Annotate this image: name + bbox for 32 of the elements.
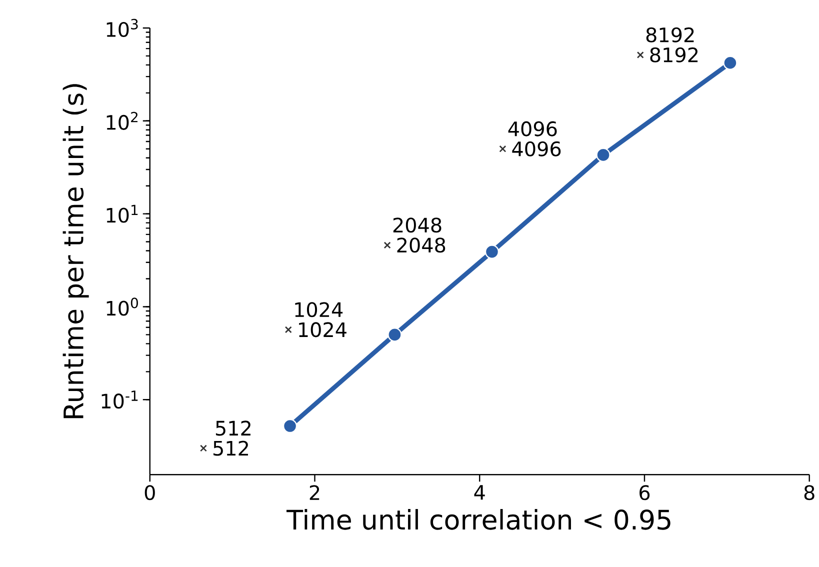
annotation: 8192 bbox=[646, 28, 694, 43]
x-tick-label: 8 bbox=[804, 485, 814, 500]
y-tick-label: 10$^{1}$ bbox=[106, 205, 138, 223]
annotation: 4096 bbox=[512, 142, 561, 157]
point bbox=[484, 244, 500, 260]
point bbox=[284, 326, 292, 334]
point bbox=[384, 242, 391, 249]
y-axis-title: Runtime per time unit (s) bbox=[62, 84, 89, 418]
annotation: 512 bbox=[214, 440, 248, 456]
annotation: 4096 bbox=[508, 122, 557, 137]
point bbox=[200, 444, 207, 452]
annotation: 1024 bbox=[295, 302, 343, 318]
point bbox=[596, 148, 610, 162]
x-tick-label: 6 bbox=[640, 485, 650, 500]
x-tick-label: 0 bbox=[144, 485, 155, 500]
x-axis-title: Time until correlation < 0.95 bbox=[286, 509, 670, 530]
x-tick-label: 4 bbox=[474, 485, 485, 500]
point bbox=[282, 419, 298, 434]
annotation: 1024 bbox=[299, 322, 346, 338]
y-tick-label: 10$^{2}$ bbox=[106, 112, 138, 130]
annotation: 2048 bbox=[393, 218, 442, 233]
point bbox=[499, 146, 506, 153]
annotation: 8192 bbox=[650, 48, 698, 63]
point bbox=[388, 328, 402, 342]
point bbox=[723, 56, 738, 70]
annotation: 512 bbox=[216, 420, 250, 436]
y-tick-label: 10$^{3}$ bbox=[106, 19, 138, 38]
y-tick-label: 10$^{-1}$ bbox=[102, 390, 138, 409]
x-tick-label: 2 bbox=[310, 485, 320, 500]
point bbox=[636, 52, 644, 59]
y-tick-label: 10$^{0}$ bbox=[106, 298, 138, 316]
annotation: 2048 bbox=[397, 238, 446, 253]
